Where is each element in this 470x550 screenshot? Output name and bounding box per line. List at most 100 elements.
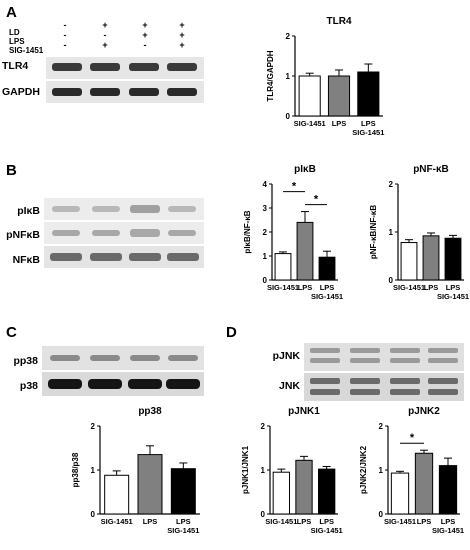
x-tick-label: LPS: [361, 119, 376, 128]
panel-letter-c: C: [6, 324, 17, 341]
x-tick-label: LPS: [417, 517, 432, 526]
chart-title: pIκB: [294, 164, 316, 175]
x-tick-label: SIG-1451: [432, 526, 464, 535]
x-tick-label: SIG-1451: [311, 526, 343, 535]
x-tick-label: SIG-1451: [311, 292, 343, 301]
y-tick-label: 2: [263, 228, 268, 237]
x-tick-label: SIG-1451: [437, 292, 469, 301]
bar: [414, 452, 434, 515]
panel-letter-b: B: [6, 162, 17, 179]
sign: +: [179, 30, 185, 40]
sign: +: [102, 20, 108, 30]
y-axis-label: pJNK2/JNK2: [359, 445, 368, 494]
western-blot-d: [304, 343, 464, 401]
y-tick-label: 0: [263, 276, 268, 285]
chart-title: TLR4: [327, 16, 352, 27]
y-axis-label: TLR4/GAPDH: [266, 50, 275, 101]
sign: -: [63, 40, 67, 50]
chart-title: pp38: [138, 406, 162, 417]
x-tick-label: LPS: [297, 517, 312, 526]
y-tick-label: 0: [91, 510, 96, 519]
x-tick-label: LPS: [319, 517, 334, 526]
y-tick-label: 0: [286, 112, 291, 121]
bar: [444, 237, 462, 281]
y-axis-label: pIκB/NF-κB: [243, 210, 252, 253]
sign: +: [102, 40, 108, 50]
x-tick-label: SIG-1451: [393, 283, 425, 292]
sign: -: [143, 40, 147, 50]
chart-title: pNF-κB: [413, 164, 449, 175]
x-tick-label: SIG-1451: [294, 119, 326, 128]
bar: [137, 454, 163, 515]
bar: [327, 75, 351, 117]
x-tick-label: LPS: [441, 517, 456, 526]
blot-label-tlr4: TLR4: [2, 60, 29, 72]
bar: [400, 242, 418, 281]
western-blot-c: [42, 346, 204, 396]
sign: +: [142, 20, 148, 30]
bar: [422, 235, 440, 281]
y-tick-label: 2: [261, 422, 266, 431]
y-tick-label: 0: [389, 276, 394, 285]
x-tick-label: SIG-1451: [384, 517, 416, 526]
x-tick-label: SIG-1451: [167, 526, 199, 535]
y-axis-label: pJNK1/JNK1: [241, 445, 250, 494]
y-axis-label: pp38/p38: [71, 452, 80, 487]
chart-title: pJNK1: [288, 406, 320, 417]
western-blot-b: [44, 198, 204, 268]
blot-label-pikb: pIκB: [17, 205, 40, 217]
sign: -: [103, 30, 107, 40]
x-tick-label: LPS: [298, 283, 313, 292]
bar: [296, 221, 314, 281]
y-tick-label: 4: [263, 180, 268, 189]
y-tick-label: 2: [286, 32, 291, 41]
y-tick-label: 0: [379, 510, 384, 519]
condition-label-sig1451: SIG-1451: [9, 46, 44, 55]
bar: [438, 465, 458, 515]
x-tick-label: SIG-1451: [265, 517, 297, 526]
bar: [170, 468, 196, 515]
x-tick-label: LPS: [320, 283, 335, 292]
condition-label-ld: LD: [9, 28, 20, 37]
western-blot-a: [46, 57, 204, 103]
significance-marker: *: [314, 194, 319, 206]
x-tick-label: LPS: [332, 119, 347, 128]
x-tick-label: LPS: [143, 517, 158, 526]
y-tick-label: 1: [261, 466, 266, 475]
sign: -: [63, 20, 67, 30]
x-tick-label: LPS: [446, 283, 461, 292]
blot-label-pnfkb: pNFκB: [6, 229, 40, 241]
bar: [295, 459, 313, 515]
blot-label-gapdh: GAPDH: [2, 86, 40, 98]
significance-marker: *: [410, 432, 415, 444]
y-tick-label: 0: [261, 510, 266, 519]
y-tick-label: 1: [91, 466, 96, 475]
bar: [272, 471, 290, 515]
chart-title: pJNK2: [408, 406, 440, 417]
y-tick-label: 2: [379, 422, 384, 431]
y-axis-label: pNF-κB/NF-κB: [369, 205, 378, 259]
blot-label-pjnk: pJNK: [272, 350, 300, 362]
bar: [274, 253, 292, 281]
y-tick-label: 1: [263, 252, 268, 261]
bar: [298, 75, 321, 117]
y-tick-label: 1: [389, 228, 394, 237]
bar: [104, 474, 130, 515]
x-tick-label: LPS: [176, 517, 191, 526]
x-tick-label: SIG-1451: [352, 128, 384, 137]
panel-letter-d: D: [226, 324, 237, 341]
panel-letter-a: A: [6, 4, 17, 21]
sign: +: [142, 30, 148, 40]
bar: [390, 472, 410, 515]
condition-label-lps: LPS: [9, 37, 25, 46]
y-tick-label: 1: [379, 466, 384, 475]
y-tick-label: 2: [91, 422, 96, 431]
bar: [318, 468, 336, 515]
sign: +: [179, 20, 185, 30]
blot-label-jnk: JNK: [278, 380, 300, 392]
y-tick-label: 2: [389, 180, 394, 189]
